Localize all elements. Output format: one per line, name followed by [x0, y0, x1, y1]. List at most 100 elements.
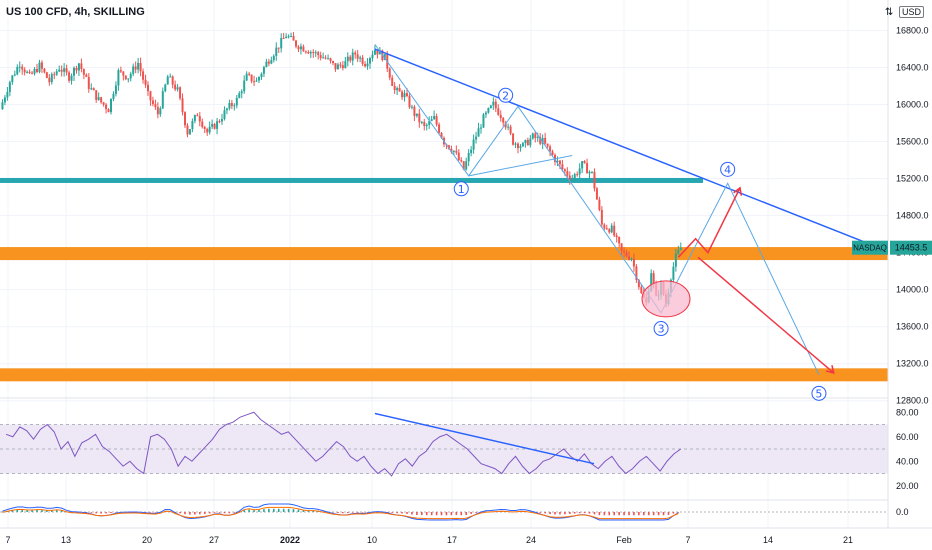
- candle-body: [576, 174, 579, 176]
- candle-body: [26, 71, 29, 73]
- candle-body: [531, 133, 534, 139]
- candle-body: [625, 252, 628, 257]
- candle-body: [181, 98, 184, 113]
- macd-histogram-bar: [337, 512, 339, 513]
- time-tick-label: 13: [61, 535, 71, 545]
- candle-body: [18, 66, 21, 68]
- candle-body: [433, 116, 436, 120]
- candle-body: [6, 91, 9, 98]
- candle-body: [1, 102, 4, 110]
- macd-histogram-bar: [263, 509, 265, 512]
- candle-body: [539, 137, 542, 144]
- macd-histogram-bar: [618, 512, 620, 516]
- rsi-tick-label: 20.00: [896, 481, 919, 491]
- candle-body: [102, 102, 105, 105]
- bearish-projection-arrow: [697, 256, 835, 374]
- candle-body: [105, 104, 108, 110]
- candle-body: [151, 100, 154, 105]
- candle-body: [591, 171, 593, 173]
- price-axis[interactable]: 12800.013200.013600.014000.014400.014800…: [852, 0, 932, 528]
- macd-histogram-bar: [287, 508, 290, 512]
- candle-body: [519, 146, 522, 149]
- candle-body: [255, 80, 258, 82]
- candle-body: [563, 169, 566, 172]
- time-tick-label: 21: [843, 535, 853, 545]
- macd-histogram-bar: [312, 510, 315, 512]
- candle-body: [327, 58, 330, 60]
- candle-body: [186, 125, 189, 135]
- macd-histogram-bar: [539, 512, 541, 513]
- candle-body: [679, 247, 682, 251]
- time-tick-label: 7: [685, 535, 690, 545]
- orange-support-lower-band: [0, 368, 888, 382]
- wave-label: 5: [815, 387, 822, 400]
- candle-body: [248, 73, 251, 75]
- candle-body: [640, 287, 643, 294]
- candle-body: [475, 136, 478, 140]
- wave-label: 2: [502, 89, 509, 102]
- candle-body: [630, 258, 633, 260]
- macd-indicator: [0, 503, 888, 521]
- candle-body: [77, 63, 80, 71]
- candle-body: [521, 143, 524, 147]
- candle-body: [90, 88, 93, 90]
- candle-body: [600, 209, 603, 225]
- symbol-title[interactable]: US 100 CFD, 4h, SKILLING: [4, 6, 147, 18]
- arrow-head: [825, 365, 835, 375]
- candle-body: [114, 85, 117, 94]
- macd-histogram-bar: [623, 512, 625, 516]
- nasdaq-tag: NASDAQ: [853, 244, 887, 253]
- macd-histogram-bar: [95, 512, 97, 514]
- price-label: 14453.5: [895, 243, 928, 253]
- bullish-projection-arrow: [677, 187, 741, 258]
- candle-body: [280, 37, 283, 49]
- time-tick-label: Feb: [616, 535, 632, 545]
- candle-body: [206, 128, 209, 133]
- candle-body: [139, 62, 142, 72]
- candle-body: [16, 67, 19, 75]
- macd-histogram-bar: [598, 512, 601, 516]
- candle-body: [75, 67, 78, 71]
- candle-body: [285, 36, 288, 39]
- time-axis[interactable]: 7 13 20 27 2022 10 17 24 Feb 7 14 21: [0, 527, 932, 545]
- macd-histogram-bar: [396, 512, 398, 514]
- candle-body: [637, 279, 640, 288]
- candle-body: [147, 84, 149, 92]
- candle-body: [593, 171, 596, 189]
- candle-body: [373, 49, 376, 55]
- candle-body: [401, 91, 404, 98]
- candle-body: [304, 51, 307, 53]
- candle-body: [578, 168, 581, 175]
- candle-body: [489, 105, 492, 109]
- candle-body: [344, 61, 347, 69]
- macd-histogram-bar: [297, 509, 300, 512]
- macd-histogram-bar: [184, 512, 186, 515]
- candle-body: [164, 84, 167, 92]
- currency-label[interactable]: ⇅ USD: [885, 6, 924, 18]
- candle-body: [650, 273, 653, 292]
- candle-body: [603, 224, 606, 229]
- candle-body: [129, 73, 132, 79]
- macd-histogram-bar: [662, 512, 665, 516]
- rsi-tick-label: 40.00: [896, 456, 919, 466]
- candle-body: [472, 139, 475, 150]
- candle-body: [267, 61, 270, 64]
- macd-histogram-bar: [292, 509, 295, 512]
- candle-body: [112, 93, 115, 99]
- macd-histogram-bar: [445, 512, 448, 516]
- macd-histogram-bar: [228, 512, 231, 514]
- candle-body: [208, 126, 211, 133]
- candle-body: [45, 72, 48, 78]
- macd-histogram-bar: [677, 512, 680, 513]
- price-tick-label: 14800.0: [896, 211, 929, 221]
- macd-histogram-bar: [36, 510, 38, 512]
- macd-histogram-bar: [425, 512, 428, 516]
- macd-histogram-bar: [406, 512, 408, 514]
- macd-histogram-bar: [85, 512, 88, 513]
- candle-body: [11, 75, 14, 83]
- macd-histogram-bar: [608, 512, 611, 516]
- candle-body: [388, 68, 391, 78]
- candle-body: [282, 37, 285, 39]
- macd-histogram-bar: [643, 512, 645, 516]
